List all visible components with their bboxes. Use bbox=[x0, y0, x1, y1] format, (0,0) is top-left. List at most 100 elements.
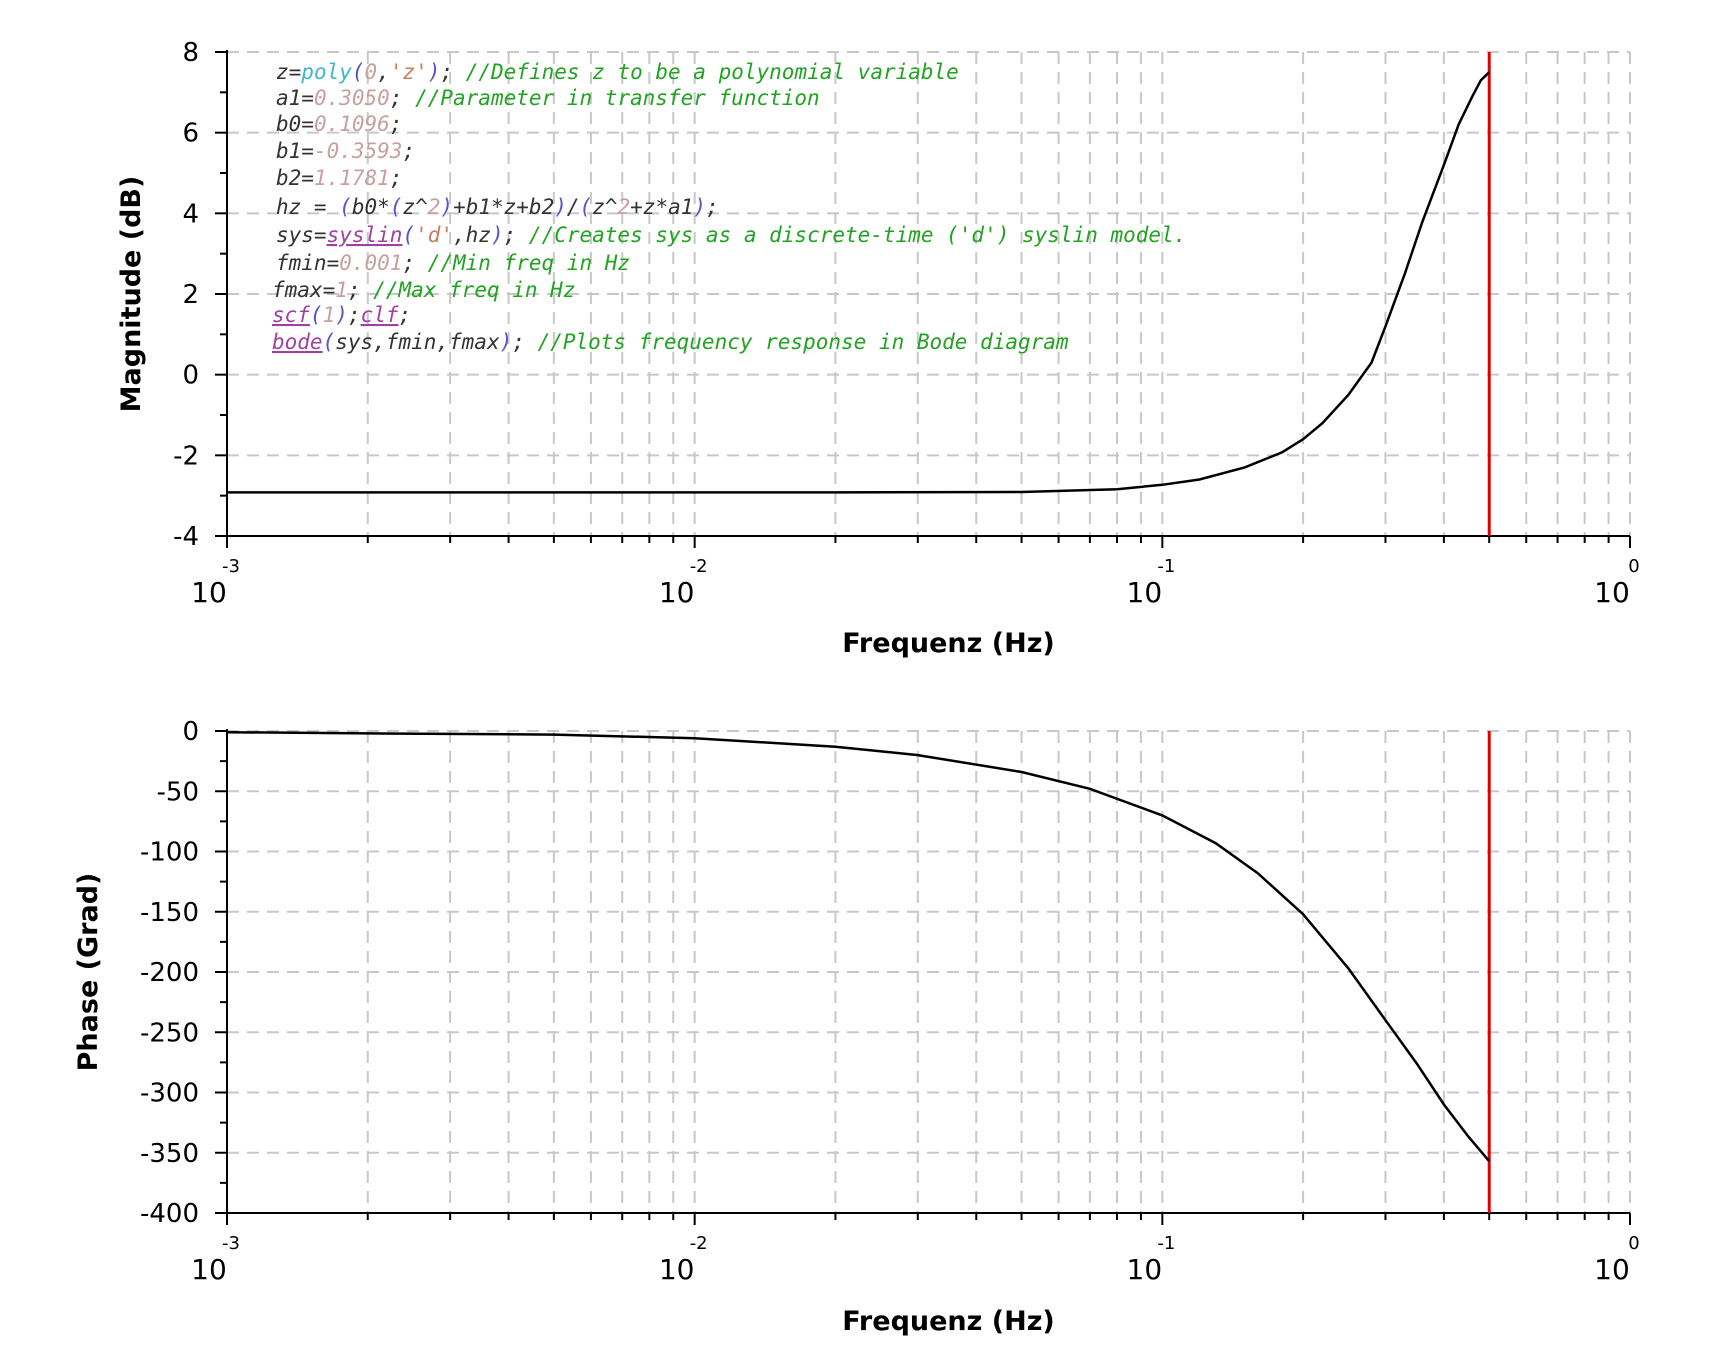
series-line bbox=[227, 71, 1491, 494]
code-token: sys,fmin,fmax bbox=[335, 330, 500, 354]
code-token: ; bbox=[348, 278, 373, 302]
code-token: ) bbox=[500, 330, 513, 354]
code-line: hz = (b0*(z^2)+b1*z+b2)/(z^2+z*a1); bbox=[276, 195, 719, 219]
x-tick-exponent: -1 bbox=[1157, 1233, 1175, 1254]
code-token: //Max freq in Hz bbox=[373, 278, 575, 302]
code-token: ) bbox=[428, 60, 441, 84]
x-tick-label: 10 bbox=[1594, 1253, 1630, 1286]
y-tick-label: -250 bbox=[140, 1018, 199, 1048]
x-axis-label: Frequenz (Hz) bbox=[842, 1306, 1055, 1337]
x-tick-label: 10 bbox=[1127, 576, 1163, 609]
code-token: ; bbox=[402, 139, 415, 163]
code-token: ( bbox=[323, 330, 336, 354]
code-token: fmin= bbox=[276, 251, 339, 275]
series-line bbox=[226, 730, 1491, 1163]
code-token: 0 bbox=[365, 60, 378, 84]
code-token: / bbox=[567, 195, 580, 219]
code-token: 1 bbox=[335, 278, 348, 302]
y-axis-label: Magnitude (dB) bbox=[116, 176, 147, 413]
code-line: b1=-0.3593; bbox=[276, 139, 415, 163]
y-axis-label: Phase (Grad) bbox=[73, 873, 104, 1072]
code-token: 2 bbox=[618, 195, 631, 219]
code-token: ) bbox=[491, 223, 504, 247]
code-token: 'd' bbox=[415, 223, 453, 247]
code-line: a1=0.3050; //Parameter in transfer funct… bbox=[276, 86, 820, 110]
code-token: ( bbox=[402, 223, 415, 247]
code-token: ( bbox=[390, 195, 403, 219]
code-token: ( bbox=[352, 60, 365, 84]
x-tick-exponent: -3 bbox=[222, 1233, 240, 1254]
code-line: z=poly(0,'z'); //Defines z to be a polyn… bbox=[276, 60, 959, 84]
y-tick-label: 8 bbox=[182, 38, 199, 68]
y-tick-label: 0 bbox=[182, 361, 199, 391]
code-token: ( bbox=[339, 195, 352, 219]
code-token: 'z' bbox=[390, 60, 428, 84]
code-token: ) bbox=[693, 195, 706, 219]
y-tick-label: -200 bbox=[140, 958, 199, 988]
code-token: ; bbox=[390, 166, 403, 190]
code-line: scf(1);clf; bbox=[272, 303, 411, 327]
y-tick-label: -300 bbox=[140, 1079, 199, 1109]
code-token: ( bbox=[580, 195, 593, 219]
code-line: fmax=1; //Max freq in Hz bbox=[272, 278, 575, 302]
code-token: syslin bbox=[327, 223, 403, 247]
x-tick-label: 10 bbox=[1127, 1253, 1163, 1286]
code-token: ; bbox=[706, 195, 719, 219]
y-tick-label: -50 bbox=[157, 777, 199, 807]
code-token: ; bbox=[440, 60, 465, 84]
phase-plot: -400-350-300-250-200-150-100-50010-310-2… bbox=[73, 717, 1640, 1337]
code-token: , bbox=[377, 60, 390, 84]
code-line: b0=0.1096; bbox=[276, 112, 402, 136]
code-token: sys= bbox=[276, 223, 327, 247]
y-tick-label: 4 bbox=[182, 199, 199, 229]
code-token: ; bbox=[399, 303, 412, 327]
code-token: ( bbox=[310, 303, 323, 327]
code-token: 0.1096 bbox=[314, 112, 390, 136]
code-token: -0.3593 bbox=[314, 139, 403, 163]
x-tick-label: 10 bbox=[659, 576, 695, 609]
x-tick-exponent: -2 bbox=[690, 1233, 708, 1254]
code-token: 1 bbox=[323, 303, 336, 327]
x-axis-label: Frequenz (Hz) bbox=[842, 628, 1055, 659]
x-tick-exponent: -1 bbox=[1157, 556, 1175, 577]
code-token: b0= bbox=[276, 112, 314, 136]
code-token: ) bbox=[440, 195, 453, 219]
code-token: //Creates sys as a discrete-time ('d') s… bbox=[529, 223, 1186, 247]
grid bbox=[226, 730, 1631, 1214]
code-token: poly bbox=[300, 60, 352, 84]
code-token: z= bbox=[276, 60, 301, 84]
y-tick-label: 6 bbox=[182, 119, 199, 149]
code-token: fmax= bbox=[272, 278, 335, 302]
x-tick-label: 10 bbox=[1594, 576, 1630, 609]
code-token: bode bbox=[272, 330, 323, 354]
y-tick-label: -100 bbox=[140, 838, 199, 868]
code-token: +z*a1 bbox=[630, 195, 693, 219]
code-token: ; bbox=[390, 112, 403, 136]
x-tick-label: 10 bbox=[191, 576, 227, 609]
code-line: bode(sys,fmin,fmax); //Plots frequency r… bbox=[272, 330, 1069, 354]
code-token: ) bbox=[335, 303, 348, 327]
code-token: z^ bbox=[592, 195, 617, 219]
code-token: ,hz bbox=[453, 223, 491, 247]
code-token: ) bbox=[554, 195, 567, 219]
code-line: fmin=0.001; //Min freq in Hz bbox=[276, 251, 630, 275]
x-tick-exponent: -3 bbox=[222, 556, 240, 577]
code-token: ; bbox=[402, 251, 427, 275]
y-tick-label: 0 bbox=[182, 717, 199, 747]
code-token: //Defines z to be a polynomial variable bbox=[466, 60, 959, 84]
code-token: //Plots frequency response in Bode diagr… bbox=[538, 330, 1069, 354]
code-token: +b1*z+b2 bbox=[453, 195, 554, 219]
code-token: 1.1781 bbox=[314, 166, 390, 190]
x-tick-label: 10 bbox=[191, 1253, 227, 1286]
code-token: hz = bbox=[276, 195, 339, 219]
code-token: z^ bbox=[402, 195, 427, 219]
code-token: 0.3050 bbox=[314, 86, 390, 110]
y-tick-label: -400 bbox=[140, 1199, 199, 1229]
code-token: ; bbox=[512, 330, 537, 354]
code-annotation: z=poly(0,'z'); //Defines z to be a polyn… bbox=[272, 60, 1186, 354]
code-token: a1= bbox=[276, 86, 314, 110]
code-token: //Parameter in transfer function bbox=[415, 86, 820, 110]
x-tick-exponent: 0 bbox=[1628, 1233, 1639, 1254]
